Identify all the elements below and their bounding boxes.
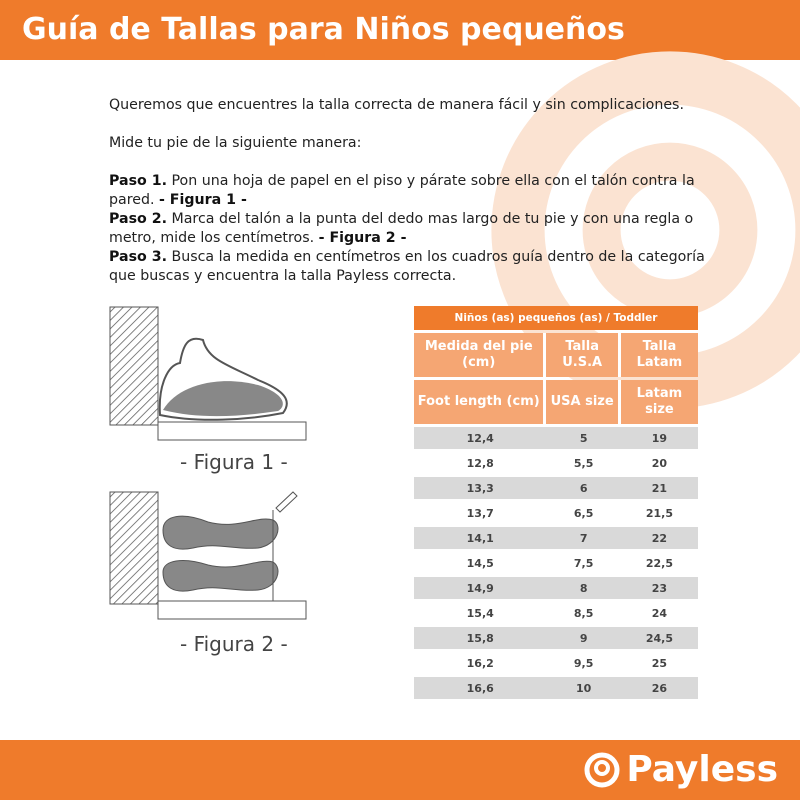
- table-cell: 19: [620, 427, 698, 449]
- figure-2-illustration: [109, 491, 307, 620]
- step-label: Paso 2.: [109, 211, 167, 227]
- step-figure-ref: - Figura 2 -: [318, 230, 407, 246]
- table-cell: 15,4: [466, 606, 494, 620]
- figure-1-illustration: [109, 306, 307, 441]
- table-cell: 7,5: [573, 556, 594, 570]
- table-cell: 5,5: [573, 456, 594, 470]
- table-cell: 8: [546, 577, 621, 599]
- payless-logo-icon: [584, 752, 620, 787]
- table-cell: 12,4: [414, 427, 547, 449]
- table-cell: 26: [620, 677, 698, 699]
- table-cell: 13,7: [466, 506, 494, 520]
- column-header: Medida del pie (cm): [414, 333, 547, 377]
- step-label: Paso 3.: [109, 249, 167, 265]
- table-cell: 16,2: [466, 656, 494, 670]
- step-label: Paso 1.: [109, 173, 167, 189]
- table-cell: 7: [546, 527, 621, 549]
- table-row: 12,8 5,5 20: [414, 452, 698, 474]
- table-row: 16,2 9,5 25: [414, 652, 698, 674]
- footer-bar: Payless: [0, 740, 800, 800]
- column-header: Foot length (cm): [414, 380, 547, 424]
- table-row: 14,9 8 23: [414, 577, 698, 599]
- table-cell: 14,9: [414, 577, 547, 599]
- table-cell: 23: [620, 577, 698, 599]
- table-cell: 13,3: [414, 477, 547, 499]
- step-figure-ref: - Figura 1 -: [158, 192, 247, 208]
- table-cell: 14,1: [414, 527, 547, 549]
- table-cell: 6,5: [573, 506, 594, 520]
- figure-1-label: - Figura 1 -: [180, 450, 288, 474]
- table-cell: 24,5: [620, 627, 698, 649]
- figure-2-label: - Figura 2 -: [180, 632, 288, 656]
- step-1: Paso 1. Pon una hoja de papel en el piso…: [109, 172, 709, 210]
- step-2: Paso 2. Marca del talón a la punta del d…: [109, 210, 709, 248]
- column-header: Latam size: [620, 380, 698, 424]
- table-cell: 6: [546, 477, 621, 499]
- brand-name: Payless: [626, 749, 778, 790]
- table-cell: 20: [651, 456, 668, 470]
- column-header: Talla Latam: [620, 333, 698, 377]
- step-text: Pon una hoja de papel en el piso y párat…: [109, 173, 695, 208]
- page-title: Guía de Tallas para Niños pequeños: [0, 0, 800, 60]
- table-row: 15,8 9 24,5: [414, 627, 698, 649]
- table-cell: 8,5: [573, 606, 594, 620]
- table-cell: 9,5: [573, 656, 594, 670]
- table-row: 12,4 5 19: [414, 427, 698, 449]
- table-cell: 12,8: [466, 456, 494, 470]
- table-cell: 16,6: [414, 677, 547, 699]
- instructions: Queremos que encuentres la talla correct…: [109, 96, 709, 286]
- table-cell: 10: [546, 677, 621, 699]
- table-row: 15,4 8,5 24: [414, 602, 698, 624]
- table-cell: 22: [620, 527, 698, 549]
- size-chart-table: Niños (as) pequeños (as) / Toddler Medid…: [414, 303, 698, 702]
- intro-text: Queremos que encuentres la talla correct…: [109, 97, 684, 113]
- table-cell: 25: [651, 656, 668, 670]
- measure-text: Mide tu pie de la siguiente manera:: [109, 135, 362, 151]
- step-text: Busca la medida en centímetros en los cu…: [109, 249, 705, 284]
- table-title: Niños (as) pequeños (as) / Toddler: [414, 306, 698, 330]
- column-header: USA size: [546, 380, 621, 424]
- table-row: 13,7 6,5 21,5: [414, 502, 698, 524]
- table-cell: 5: [546, 427, 621, 449]
- table-cell: 21: [620, 477, 698, 499]
- table-cell: 22,5: [645, 556, 673, 570]
- table-cell: 24: [651, 606, 668, 620]
- table-cell: 21,5: [645, 506, 673, 520]
- table-row: 14,5 7,5 22,5: [414, 552, 698, 574]
- step-text: Marca del talón a la punta del dedo mas …: [109, 211, 694, 246]
- table-cell: 14,5: [466, 556, 494, 570]
- table-row: 13,3 6 21: [414, 477, 698, 499]
- column-header: Talla U.S.A: [546, 333, 621, 377]
- table-cell: 15,8: [414, 627, 547, 649]
- step-3: Paso 3. Busca la medida en centímetros e…: [109, 248, 709, 286]
- table-cell: 9: [546, 627, 621, 649]
- table-row: 16,6 10 26: [414, 677, 698, 699]
- payless-logo: Payless: [582, 749, 778, 790]
- table-row: 14,1 7 22: [414, 527, 698, 549]
